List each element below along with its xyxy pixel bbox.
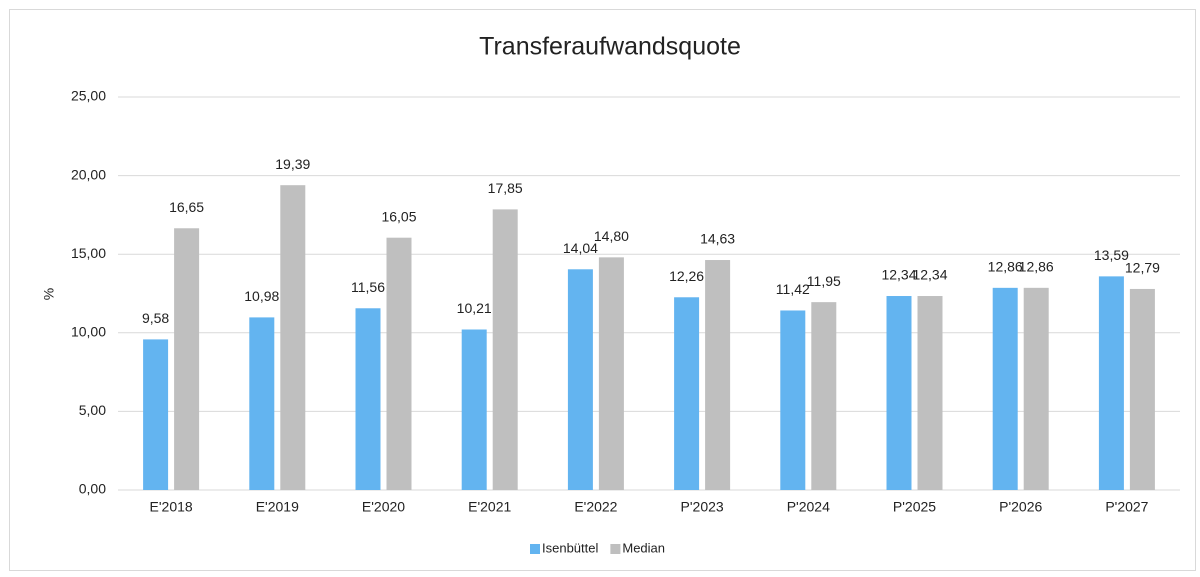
x-tick-label: P'2023 <box>681 499 724 515</box>
x-tick-label: E'2021 <box>468 499 511 515</box>
legend-swatch <box>530 544 540 554</box>
bar <box>249 317 275 490</box>
bar <box>917 296 943 490</box>
data-label: 12,86 <box>988 259 1023 275</box>
x-tick-label: E'2019 <box>256 499 299 515</box>
y-tick-label: 25,00 <box>71 88 106 104</box>
bar <box>355 308 381 490</box>
bar <box>280 185 306 490</box>
data-label: 16,05 <box>381 208 416 224</box>
data-label: 19,39 <box>275 156 310 172</box>
data-label: 11,56 <box>351 279 385 295</box>
bar <box>780 310 806 490</box>
y-tick-label: 15,00 <box>71 245 106 261</box>
data-label: 12,34 <box>912 267 947 283</box>
legend-label: Isenbüttel <box>542 540 598 555</box>
bar <box>1023 287 1049 490</box>
data-label: 13,59 <box>1094 247 1129 263</box>
bar <box>674 297 700 490</box>
y-tick-label: 5,00 <box>79 402 106 418</box>
bar <box>461 329 487 490</box>
data-label: 9,58 <box>142 310 169 326</box>
x-tick-label: P'2025 <box>893 499 936 515</box>
data-label: 10,98 <box>244 288 279 304</box>
bar <box>174 228 200 490</box>
bar <box>992 287 1018 490</box>
bar <box>1098 276 1124 490</box>
bar <box>386 237 412 490</box>
data-label: 17,85 <box>488 180 523 196</box>
x-tick-label: E'2022 <box>574 499 617 515</box>
x-tick-label: E'2018 <box>150 499 193 515</box>
data-label: 14,80 <box>594 228 629 244</box>
bar <box>1129 288 1155 490</box>
legend-label: Median <box>622 540 665 555</box>
bar <box>811 302 837 490</box>
x-tick-label: P'2027 <box>1105 499 1148 515</box>
bar <box>886 296 912 490</box>
y-tick-label: 20,00 <box>71 166 106 182</box>
data-label: 10,21 <box>457 300 492 316</box>
x-tick-label: P'2024 <box>787 499 830 515</box>
data-label: 12,86 <box>1019 259 1054 275</box>
data-label: 12,79 <box>1125 260 1160 276</box>
bar <box>492 209 518 490</box>
bar <box>567 269 593 490</box>
data-label: 11,42 <box>776 281 810 297</box>
chart-title: Transferaufwandsquote <box>479 33 741 61</box>
y-axis-title: % <box>41 288 57 300</box>
y-tick-label: 10,00 <box>71 324 106 340</box>
x-tick-label: P'2026 <box>999 499 1042 515</box>
data-label: 16,65 <box>169 199 204 215</box>
bar <box>705 260 731 490</box>
bar <box>598 257 624 490</box>
legend-swatch <box>610 544 621 554</box>
data-label: 14,04 <box>563 240 598 256</box>
y-tick-label: 0,00 <box>79 481 106 497</box>
data-label: 14,63 <box>700 231 735 247</box>
data-label: 12,26 <box>669 268 704 284</box>
x-tick-label: E'2020 <box>362 499 405 515</box>
data-label: 11,95 <box>807 273 841 289</box>
data-label: 12,34 <box>881 267 916 283</box>
bar <box>143 339 169 490</box>
